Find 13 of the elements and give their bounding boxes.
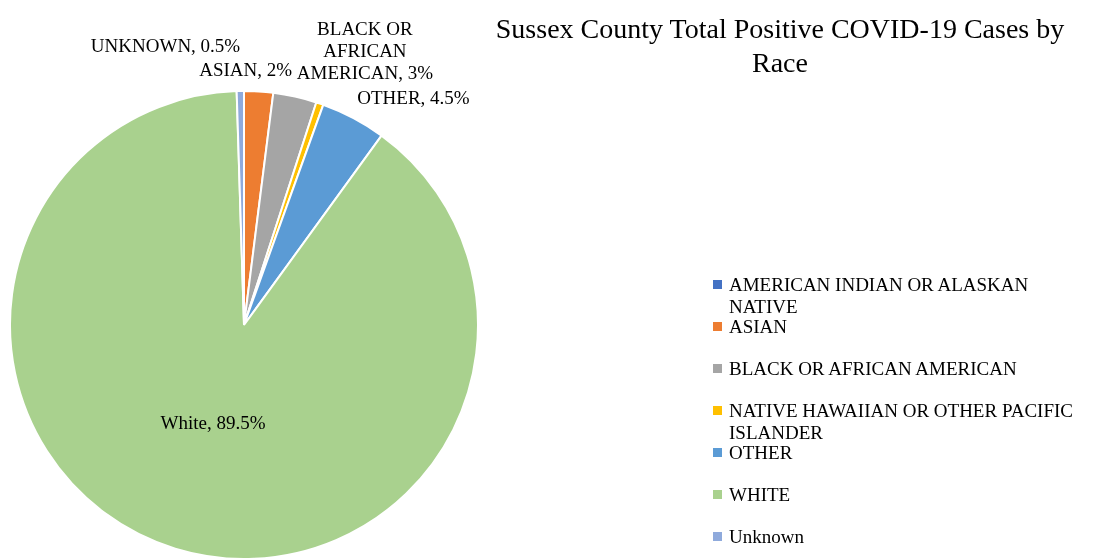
data-label: ASIAN, 2%	[199, 58, 293, 80]
legend-label: OTHER	[729, 442, 793, 463]
chart-title: Sussex County Total Positive COVID-19 Cases by Race	[495, 12, 1065, 80]
legend-label: WHITE	[729, 484, 791, 505]
data-label: OTHER, 4.5%	[357, 86, 470, 108]
legend-label: NATIVE HAWAIIAN OR OTHER PACIFIC ISLANDER	[729, 400, 1073, 443]
legend-label: Unknown	[729, 526, 804, 547]
data-label: White, 89.5%	[160, 412, 266, 434]
legend-label: BLACK OR AFRICAN AMERICAN	[729, 358, 1017, 379]
legend-label: ASIAN	[729, 316, 788, 337]
data-label: UNKNOWN, 0.5%	[90, 34, 241, 56]
legend-label: AMERICAN INDIAN OR ALASKAN NATIVE	[729, 274, 1029, 317]
data-label: BLACK OR AFRICAN AMERICAN, 3%	[296, 18, 434, 84]
